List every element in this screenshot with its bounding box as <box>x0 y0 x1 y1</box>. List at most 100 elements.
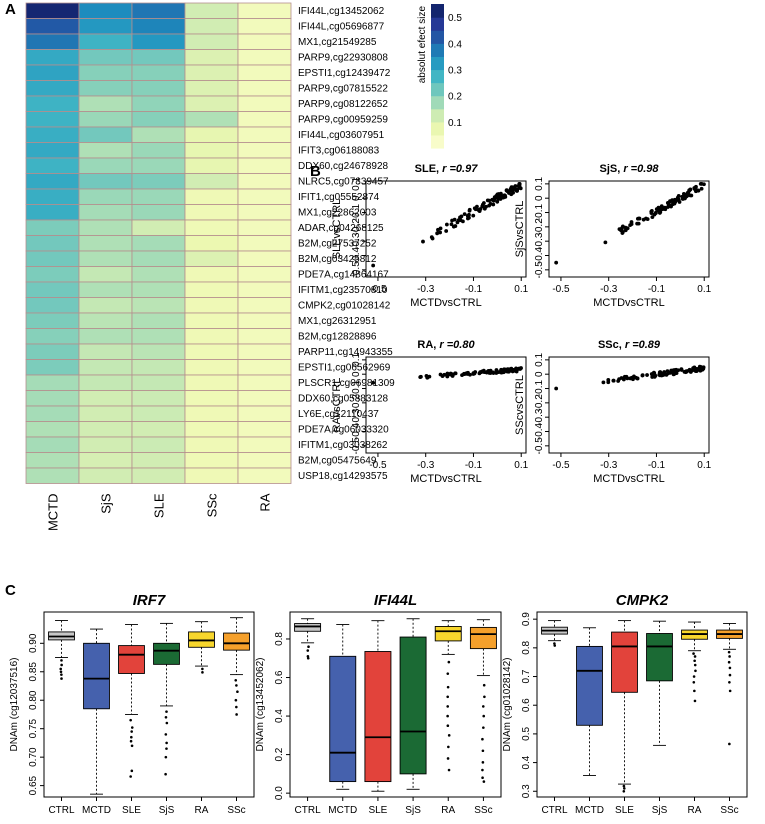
heatmap-row-label: B2M,cg03425812 <box>298 254 377 265</box>
scatter-y-tick-label: -0.1 <box>351 203 362 221</box>
boxplot-box-mctd <box>576 645 603 726</box>
scatter-x-axis-label: MCTDvsCTRL <box>593 297 665 309</box>
heatmap-cell <box>131 2 186 19</box>
heatmap-cell <box>25 18 80 35</box>
boxplot-outlier <box>481 768 484 772</box>
boxplot-outlier <box>164 733 168 736</box>
boxplot-x-tick-label: SLE <box>615 805 634 816</box>
scatter-title-correlation: r =0.98 <box>623 163 659 175</box>
heatmap-cell <box>78 374 133 391</box>
heatmap-cell <box>184 173 239 190</box>
boxplot-x-tick-label: RA <box>195 805 209 816</box>
heatmap-cell <box>25 204 80 221</box>
heatmap-row-label: USP18,cg14293575 <box>298 471 388 482</box>
boxplot-outlier <box>692 675 696 678</box>
heatmap-cell <box>237 452 292 469</box>
boxplot-outlier <box>130 726 134 729</box>
heatmap-row-label: IFIT1,cg05552874 <box>298 192 380 203</box>
boxplot-box-sjs <box>153 642 180 665</box>
heatmap-cell <box>237 250 292 267</box>
boxplot-y-tick-label: 0.65 <box>28 775 39 795</box>
boxplot-outlier <box>165 741 168 745</box>
heatmap-cell <box>78 390 133 407</box>
legend-swatch <box>431 17 444 31</box>
boxplot-outlier <box>60 677 63 680</box>
scatter-point <box>652 372 657 377</box>
heatmap-cell <box>25 49 80 66</box>
boxplot-outlier <box>129 739 133 743</box>
boxplot-y-tick-label: 0.6 <box>274 670 285 684</box>
scatter-point <box>684 194 689 199</box>
heatmap-cell <box>237 390 292 407</box>
heatmap-cell <box>237 188 292 205</box>
boxplot-outlier <box>164 772 167 776</box>
heatmap-cell <box>78 281 133 298</box>
scatter-y-tick-label: -0.4 <box>534 422 545 440</box>
boxplot-x-tick-label: SLE <box>368 805 387 816</box>
scatter-x-tick-label: 0.1 <box>697 460 711 471</box>
scatter-point <box>645 217 650 222</box>
boxplot-outlier <box>129 775 132 778</box>
scatter-point <box>669 368 674 373</box>
boxplot-y-axis-label: DNAm (cg13452062) <box>255 658 266 752</box>
boxplot-frame <box>289 611 502 798</box>
scatter-y-tick-label: -0.2 <box>351 218 362 236</box>
heatmap-cell <box>237 33 292 50</box>
boxplot-outlier <box>446 672 450 675</box>
scatter-point <box>624 375 629 380</box>
heatmap-cell <box>237 436 292 453</box>
boxplot-outlier <box>447 768 451 772</box>
scatter-y-tick-label: -0.4 <box>534 246 545 264</box>
scatter-point <box>477 208 482 213</box>
heatmap-cell <box>78 421 133 438</box>
scatter-point <box>467 207 472 212</box>
scatter-y-tick-label: -0.3 <box>534 232 545 250</box>
boxplot-box-sle <box>364 651 392 783</box>
heatmap-cell <box>78 173 133 190</box>
scatter-x-tick-label: 0.1 <box>514 460 528 471</box>
boxplot-outlier <box>307 645 310 648</box>
boxplot-box-ctrl <box>294 623 322 632</box>
heatmap-cell <box>184 436 239 453</box>
heatmap-column-label: SjS <box>99 493 114 514</box>
boxplot-box-sle <box>118 645 145 674</box>
scatter-point <box>688 193 693 198</box>
legend-tick-label: 0.2 <box>448 92 462 103</box>
heatmap-cell <box>131 219 186 236</box>
scatter-title: SLE, r =0.97 <box>415 163 479 175</box>
boxplot-x-tick-label: SjS <box>405 805 421 816</box>
heatmap-cell <box>25 374 80 391</box>
scatter-x-axis-label: MCTDvsCTRL <box>410 297 482 309</box>
boxplot-outlier <box>60 663 63 667</box>
heatmap-cell <box>184 64 239 81</box>
heatmap-cell <box>25 250 80 267</box>
heatmap-cell <box>131 467 186 484</box>
heatmap-cell <box>184 204 239 221</box>
heatmap-cell <box>184 80 239 97</box>
heatmap-cell <box>237 64 292 81</box>
scatter-y-tick-label: -0.5 <box>351 437 362 455</box>
scatter-y-tick-label: 0.1 <box>534 352 545 366</box>
boxplot-y-tick-label: 0.8 <box>274 632 285 646</box>
boxplot-outlier <box>165 710 168 713</box>
scatter-point <box>488 371 493 375</box>
scatter-point <box>513 368 518 373</box>
heatmap-cell <box>25 188 80 205</box>
scatter-plot-frame <box>548 180 710 278</box>
scatter-point <box>649 209 654 214</box>
scatter-point <box>447 372 452 377</box>
boxplot-y-tick-label: 0.90 <box>28 633 39 653</box>
boxplot-y-tick-label: 0.4 <box>521 755 532 769</box>
heatmap-cell <box>131 204 186 221</box>
heatmap-cell <box>131 328 186 345</box>
scatter-point <box>687 367 692 372</box>
boxplot-x-tick-label: CTRL <box>48 805 75 816</box>
heatmap-cell <box>237 343 292 360</box>
boxplot-outlier <box>728 689 732 693</box>
scatter-point <box>458 215 462 220</box>
heatmap-cell <box>131 95 186 112</box>
heatmap-cell <box>78 312 133 329</box>
scatter-point <box>472 371 477 376</box>
boxplot-box-sle <box>611 631 638 693</box>
scatter-y-tick-label: -0.3 <box>351 232 362 250</box>
